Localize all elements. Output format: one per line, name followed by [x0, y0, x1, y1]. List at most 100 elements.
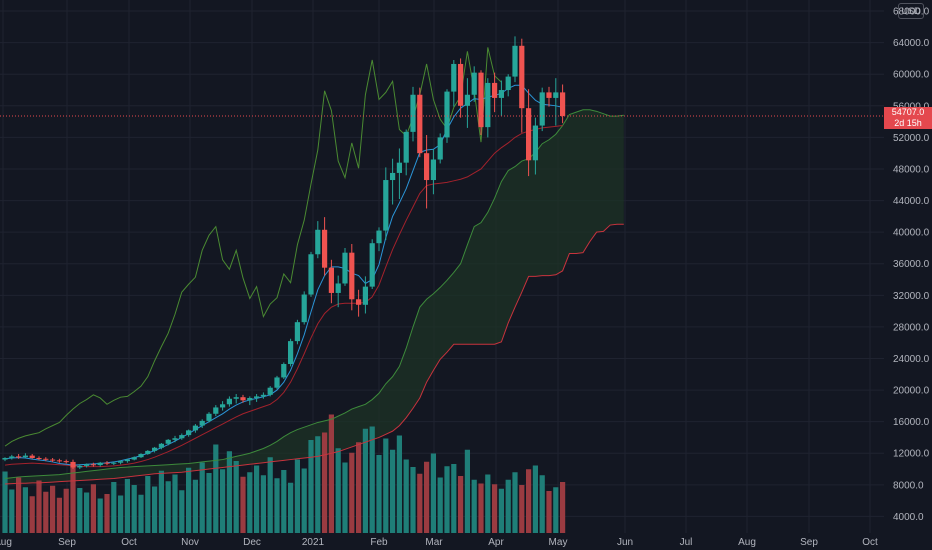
- candle-body: [22, 455, 28, 458]
- volume-bar: [512, 472, 518, 533]
- volume-bar: [471, 479, 477, 533]
- candle-body: [192, 425, 198, 431]
- volume-bar: [498, 488, 504, 533]
- volume-bar: [349, 452, 355, 533]
- candle-body: [328, 267, 334, 293]
- x-tick-label: Jun: [617, 537, 633, 548]
- volume-bar: [36, 480, 42, 533]
- volume-bars: [2, 414, 566, 533]
- candle-body: [471, 72, 477, 95]
- volume-bar: [458, 476, 464, 533]
- y-tick-label: 56000.0: [893, 101, 930, 112]
- volume-bar: [70, 464, 76, 533]
- kijun-sen-line: [4, 125, 563, 468]
- candle-body: [145, 450, 151, 455]
- volume-bar: [213, 444, 219, 533]
- candle-body: [16, 456, 22, 458]
- volume-bar: [342, 462, 348, 533]
- volume-bar: [192, 479, 198, 533]
- volume-bar: [492, 484, 498, 533]
- volume-bar: [464, 449, 470, 533]
- span-a-line: [4, 109, 624, 480]
- volume-bar: [158, 470, 164, 533]
- candle-body: [430, 159, 436, 181]
- volume-bar: [451, 464, 457, 533]
- candle-body: [532, 125, 538, 161]
- x-tick-label: Dec: [243, 537, 261, 548]
- currency-badge[interactable]: USD: [898, 3, 924, 19]
- volume-bar: [478, 483, 484, 533]
- volume-bar: [77, 488, 83, 533]
- candle-body: [492, 82, 498, 98]
- candle-body: [97, 462, 103, 466]
- candle-body: [288, 341, 294, 365]
- x-tick-label: Aug: [0, 537, 12, 548]
- volume-bar: [50, 485, 56, 533]
- volume-bar: [288, 482, 294, 533]
- volume-bar: [390, 449, 396, 533]
- candle-body: [376, 230, 382, 244]
- candle-body: [369, 243, 375, 287]
- candle-body: [458, 63, 464, 106]
- candle-body: [424, 153, 430, 181]
- volume-bar: [56, 497, 62, 533]
- volume-bar: [369, 426, 375, 533]
- volume-bar: [233, 461, 239, 533]
- time-axis[interactable]: Aug Sep Oct Nov Dec 2021 Feb Mar Apr May Jun Jul Aug…: [0, 537, 878, 548]
- candle-body: [158, 443, 164, 448]
- volume-bar: [111, 482, 117, 533]
- candle-body: [50, 459, 56, 461]
- volume-bar: [335, 448, 341, 533]
- candle-body: [233, 397, 239, 399]
- candle-body: [315, 229, 321, 255]
- candle-body: [206, 413, 212, 421]
- candle-body: [281, 364, 287, 378]
- volume-bar: [430, 453, 436, 533]
- volume-bar: [240, 476, 246, 533]
- volume-bar: [560, 482, 566, 533]
- candle-body: [335, 283, 341, 293]
- candle-body: [505, 76, 511, 91]
- candle-body: [172, 438, 178, 440]
- y-tick-label: 12000.0: [893, 449, 930, 460]
- candle-body: [111, 462, 117, 464]
- candle-body: [322, 229, 328, 268]
- volume-bar: [396, 435, 402, 533]
- candle-body: [254, 396, 260, 398]
- volume-bar: [29, 496, 35, 533]
- candle-body: [2, 457, 8, 460]
- candle-body: [451, 63, 457, 92]
- volume-bar: [546, 491, 552, 533]
- volume-bar: [274, 478, 280, 533]
- candle-body: [138, 454, 144, 458]
- candle-body: [294, 322, 300, 342]
- volume-bar: [131, 485, 137, 533]
- candle-body: [220, 404, 226, 408]
- volume-bar: [9, 489, 15, 533]
- volume-bar: [90, 484, 96, 533]
- price-axis[interactable]: 4000.0 8000.0 12000.0 16000.0 20000.0 24000.0…: [893, 7, 930, 523]
- y-tick-label: 68000.0: [893, 7, 930, 18]
- bar-countdown: 2d 15h: [894, 118, 922, 129]
- volume-bar: [356, 442, 362, 533]
- volume-bar: [417, 473, 423, 533]
- volume-bar: [199, 462, 205, 533]
- y-tick-label: 36000.0: [893, 259, 930, 270]
- volume-bar: [532, 465, 538, 533]
- candle-body: [186, 430, 192, 436]
- volume-bar: [383, 438, 389, 533]
- volume-bar: [2, 471, 8, 533]
- volume-bar: [16, 477, 22, 533]
- candle-body: [301, 294, 307, 323]
- candle-body: [56, 460, 62, 462]
- volume-bar: [254, 465, 260, 533]
- volume-bar: [43, 491, 49, 533]
- candle-body: [131, 457, 137, 460]
- volume-bar: [84, 492, 90, 533]
- candle-body: [213, 407, 219, 414]
- y-tick-label: 64000.0: [893, 38, 930, 49]
- volume-bar: [410, 467, 416, 533]
- candle-body: [349, 252, 355, 300]
- candlestick-series: [2, 36, 566, 470]
